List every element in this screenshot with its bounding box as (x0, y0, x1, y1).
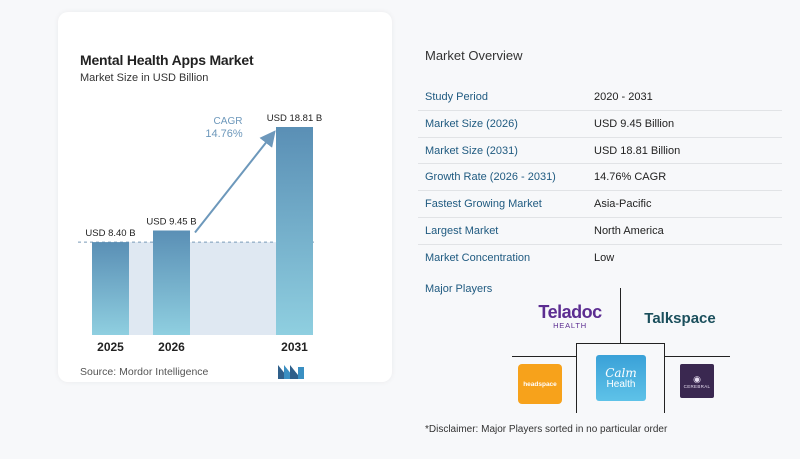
teladoc-logo-subtext: HEALTH (553, 321, 587, 330)
overview-value: USD 9.45 Billion (594, 117, 675, 130)
bar-2031 (276, 127, 313, 335)
players-divider (620, 288, 621, 343)
overview-label: Market Size (2031) (425, 144, 518, 157)
overview-row: Largest Market North America (418, 218, 782, 245)
overview-label: Largest Market (425, 224, 499, 237)
market-overview-title: Market Overview (425, 48, 523, 63)
x-tick-label: 2025 (97, 340, 124, 354)
source-note: Source: Mordor Intelligence (80, 366, 209, 378)
headspace-logo: headspace (518, 364, 562, 404)
market-overview-table: Study Period 2020 - 2031 Market Size (202… (418, 84, 782, 272)
overview-value: 14.76% CAGR (594, 171, 667, 184)
players-divider (576, 343, 577, 413)
talkspace-logo: Talkspace (644, 309, 716, 327)
x-tick-label: 2026 (158, 340, 185, 354)
overview-label: Fastest Growing Market (425, 198, 542, 211)
overview-row: Study Period 2020 - 2031 (418, 84, 782, 111)
cagr-arrow (194, 130, 276, 234)
overview-row: Market Size (2026) USD 9.45 Billion (418, 111, 782, 138)
chart-title: Mental Health Apps Market (80, 52, 254, 68)
cagr-label: CAGR (214, 116, 243, 127)
overview-label: Growth Rate (2026 - 2031) (425, 171, 556, 184)
overview-label: Market Concentration (425, 251, 531, 264)
major-players-title: Major Players (425, 283, 493, 295)
cerebral-logo: ◉ CEREBRAL (680, 364, 714, 398)
overview-label: Study Period (425, 91, 488, 103)
disclaimer-note: *Disclaimer: Major Players sorted in no … (425, 424, 668, 435)
overview-row: Market Size (2031) USD 18.81 Billion (418, 138, 782, 165)
players-divider (664, 356, 730, 357)
bar-2025 (92, 242, 129, 335)
calm-health-logo: Calm Health (596, 355, 646, 401)
bar-value-label: USD 9.45 B (146, 217, 196, 228)
x-tick-label: 2031 (281, 340, 308, 354)
overview-value: Low (594, 251, 615, 264)
overview-value: North America (594, 224, 664, 237)
overview-row: Fastest Growing Market Asia-Pacific (418, 191, 782, 218)
bar-value-label: USD 8.40 B (85, 228, 135, 239)
overview-row: Growth Rate (2026 - 2031) 14.76% CAGR (418, 164, 782, 192)
players-divider (576, 343, 664, 344)
teladoc-logo: Teladoc HEALTH (520, 296, 620, 336)
overview-value: 2020 - 2031 (594, 91, 653, 103)
calm-logo-text: Calm (605, 366, 637, 380)
overview-label: Market Size (2026) (425, 117, 518, 130)
teladoc-logo-text: Teladoc (538, 302, 602, 322)
bar-value-label: USD 18.81 B (267, 113, 322, 124)
overview-row: Market Concentration Low (418, 245, 782, 272)
calm-logo-subtext: Health (606, 379, 636, 390)
players-divider (512, 356, 576, 357)
bar-2026 (153, 230, 190, 335)
cerebral-icon: ◉ (693, 373, 701, 384)
overview-value: USD 18.81 Billion (594, 144, 681, 157)
overview-value: Asia-Pacific (594, 198, 652, 211)
cerebral-logo-text: CEREBRAL (683, 383, 711, 389)
players-divider (664, 343, 665, 413)
cagr-value: 14.76% (205, 128, 243, 140)
chart-subtitle: Market Size in USD Billion (80, 72, 209, 84)
mordor-logo-icon (278, 365, 304, 379)
